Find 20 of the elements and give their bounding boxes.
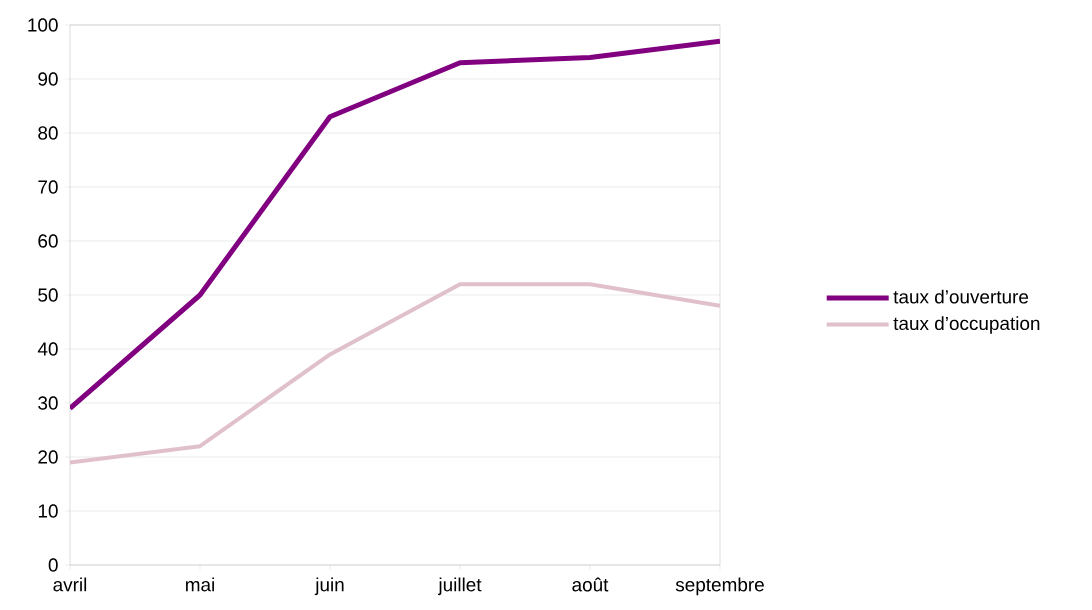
y-tick-label: 0 (48, 558, 58, 572)
x-tick-label: août (572, 577, 609, 592)
x-tick-label: avril (53, 577, 87, 592)
y-tick-label: 40 (37, 342, 58, 356)
x-tick-label: juillet (437, 577, 482, 596)
y-tick-label: 70 (38, 180, 58, 194)
y-tick-label: 80 (38, 126, 58, 140)
y-tick-label: 90 (38, 72, 58, 86)
legend-label: taux d’occupation (893, 316, 1040, 334)
y-tick-label: 30 (38, 396, 58, 410)
x-tick-label: mai (186, 577, 214, 592)
line-series (70, 282, 721, 465)
x-tick-label: juin (314, 577, 344, 596)
y-tick-label: 100 (28, 18, 58, 32)
y-tick-label: 50 (38, 288, 58, 302)
legend-label: taux d’ouverture (893, 289, 1029, 304)
y-tick-label: 20 (38, 450, 58, 464)
x-tick-label: septembre (675, 577, 764, 596)
y-tick-label: 60 (38, 234, 58, 248)
y-tick-label: 10 (38, 504, 58, 518)
